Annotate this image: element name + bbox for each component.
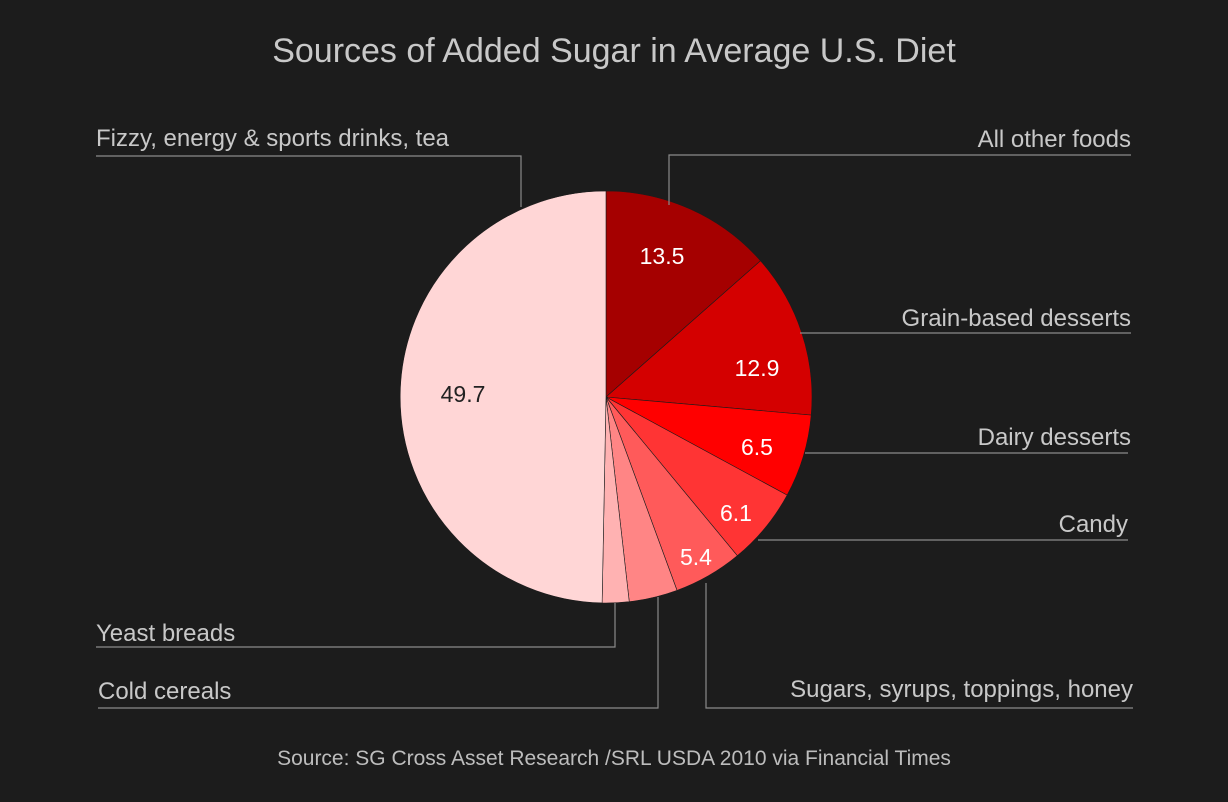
category-label-fizzy-energy-sports-drinks-tea: Fizzy, energy & sports drinks, tea bbox=[96, 125, 450, 152]
chart-title: Sources of Added Sugar in Average U.S. D… bbox=[272, 32, 956, 70]
leader-line-fizzy-energy-sports-drinks-tea bbox=[96, 155, 522, 207]
pie-slice-all-other-foods bbox=[605, 190, 761, 398]
data-label-dairy-desserts: 6.5 bbox=[741, 434, 773, 460]
data-label-fizzy-energy-sports-drinks-tea: 49.7 bbox=[441, 381, 486, 407]
leader-line-all-other-foods bbox=[668, 154, 1131, 205]
category-label-yeast-breads: Yeast breads bbox=[96, 620, 235, 647]
data-label-candy: 6.1 bbox=[720, 500, 752, 526]
leader-line-yeast-breads bbox=[96, 603, 616, 648]
value-labels: 13.5 12.9 6.5 6.1 5.4 49.7 bbox=[441, 243, 780, 570]
chart-source: Source: SG Cross Asset Research /SRL USD… bbox=[277, 747, 951, 770]
leader-lines bbox=[96, 154, 1133, 709]
category-label-cold-cereals: Cold cereals bbox=[98, 678, 231, 705]
category-label-candy: Candy bbox=[1059, 511, 1128, 538]
category-labels: All other foods Grain-based desserts Dairy… bbox=[96, 125, 1133, 705]
leader-line-cold-cereals bbox=[98, 597, 659, 709]
category-label-sugars-syrups-toppings-honey: Sugars, syrups, toppings, honey bbox=[790, 676, 1133, 703]
data-label-sugars-syrups-toppings-honey: 5.4 bbox=[680, 544, 712, 570]
leader-line-sugars-syrups-toppings-honey bbox=[705, 583, 1133, 709]
data-label-grain-based-desserts: 12.9 bbox=[735, 355, 780, 381]
category-label-all-other-foods: All other foods bbox=[978, 126, 1131, 153]
category-label-grain-based-desserts: Grain-based desserts bbox=[902, 305, 1131, 332]
pie-slices bbox=[399, 190, 813, 604]
category-label-dairy-desserts: Dairy desserts bbox=[978, 424, 1131, 451]
data-label-all-other-foods: 13.5 bbox=[640, 243, 685, 269]
pie-slice-fizzy-energy-sports-drinks-tea bbox=[399, 190, 607, 604]
